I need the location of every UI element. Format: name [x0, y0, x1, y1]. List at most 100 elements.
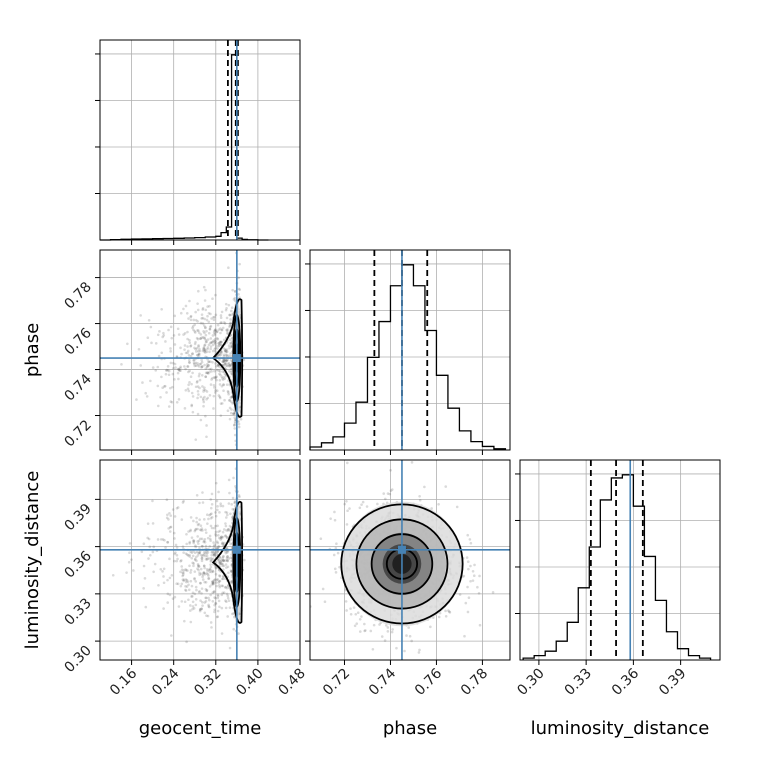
- sample-point: [220, 535, 223, 539]
- sample-point: [199, 362, 203, 366]
- sample-point: [221, 377, 224, 380]
- sample-point: [209, 383, 213, 386]
- sample-point: [469, 564, 472, 568]
- sample-point: [353, 624, 357, 628]
- sample-point: [189, 354, 193, 358]
- sample-point: [378, 623, 381, 626]
- sample-point: [204, 531, 208, 534]
- sample-point: [473, 563, 476, 567]
- sample-point: [193, 592, 197, 596]
- sample-point: [226, 390, 230, 393]
- sample-point: [332, 553, 336, 557]
- sample-point: [214, 342, 217, 345]
- sample-point: [215, 499, 219, 503]
- sample-point: [221, 558, 225, 562]
- sample-point: [197, 352, 201, 356]
- sample-point: [210, 583, 214, 586]
- sample-point: [184, 578, 188, 581]
- sample-point: [190, 352, 194, 356]
- sample-point: [186, 337, 189, 341]
- sample-point: [190, 595, 193, 598]
- sample-point: [181, 545, 185, 548]
- sample-point: [217, 490, 220, 494]
- sample-point: [188, 555, 191, 558]
- sample-point: [217, 533, 220, 537]
- sample-point: [212, 544, 216, 548]
- sample-point: [198, 551, 202, 555]
- sample-point: [177, 333, 181, 336]
- sample-point: [189, 344, 193, 347]
- sample-point: [227, 390, 230, 394]
- sample-point: [210, 515, 214, 519]
- sample-point: [222, 543, 226, 547]
- sample-point: [168, 530, 172, 533]
- sample-point: [221, 584, 225, 588]
- sample-point: [209, 341, 213, 344]
- sample-point: [231, 496, 235, 500]
- sample-point: [179, 369, 182, 373]
- sample-point: [197, 331, 201, 334]
- sample-point: [232, 412, 235, 415]
- sample-point: [221, 370, 225, 373]
- sample-point: [225, 383, 229, 386]
- sample-point: [212, 550, 216, 553]
- sample-point: [153, 562, 157, 566]
- sample-point: [233, 289, 237, 293]
- sample-point: [187, 530, 190, 533]
- sample-point: [220, 562, 224, 566]
- sample-point: [192, 539, 195, 542]
- sample-point: [216, 363, 220, 367]
- sample-point: [167, 373, 171, 377]
- sample-point: [218, 574, 222, 578]
- sample-point: [358, 630, 362, 633]
- sample-point: [172, 334, 176, 337]
- sample-point: [218, 395, 222, 398]
- sample-point: [197, 551, 200, 555]
- sample-point: [190, 382, 193, 386]
- sample-point: [469, 579, 472, 583]
- sample-point: [196, 353, 199, 357]
- sample-point: [214, 533, 217, 536]
- sample-point: [204, 367, 208, 370]
- sample-point: [168, 557, 171, 561]
- sample-point: [207, 343, 211, 347]
- sample-point: [161, 538, 165, 541]
- sample-point: [220, 384, 224, 388]
- sample-point: [234, 460, 237, 463]
- sample-point: [228, 491, 231, 495]
- sample-point: [173, 515, 177, 518]
- sample-point: [218, 605, 221, 609]
- sample-point: [196, 554, 200, 557]
- sample-point: [219, 538, 222, 541]
- sample-point: [213, 610, 216, 614]
- sample-point: [334, 571, 338, 574]
- sample-point: [214, 511, 217, 514]
- sample-point: [157, 354, 161, 358]
- sample-point: [171, 597, 175, 600]
- sample-point: [358, 617, 362, 621]
- sample-point: [167, 369, 171, 373]
- sample-point: [221, 557, 224, 560]
- sample-point: [189, 579, 193, 583]
- sample-point: [228, 606, 232, 609]
- sample-point: [164, 372, 168, 376]
- sample-point: [225, 353, 229, 357]
- sample-point: [183, 619, 186, 623]
- sample-point: [175, 553, 179, 557]
- hist-geocent_time-frame: [99, 39, 301, 241]
- sample-point: [189, 528, 192, 532]
- sample-point: [220, 321, 223, 324]
- sample-point: [164, 546, 167, 549]
- sample-point: [205, 572, 208, 575]
- sample-point: [200, 336, 203, 340]
- sample-point: [195, 346, 199, 350]
- sample-point: [233, 421, 237, 425]
- sample-point: [193, 577, 196, 580]
- sample-point: [210, 370, 213, 373]
- sample-point: [186, 554, 190, 557]
- sample-point: [170, 574, 174, 577]
- sample-point: [187, 354, 191, 357]
- sample-point: [226, 409, 230, 413]
- sample-point: [206, 305, 209, 308]
- sample-point: [227, 361, 231, 365]
